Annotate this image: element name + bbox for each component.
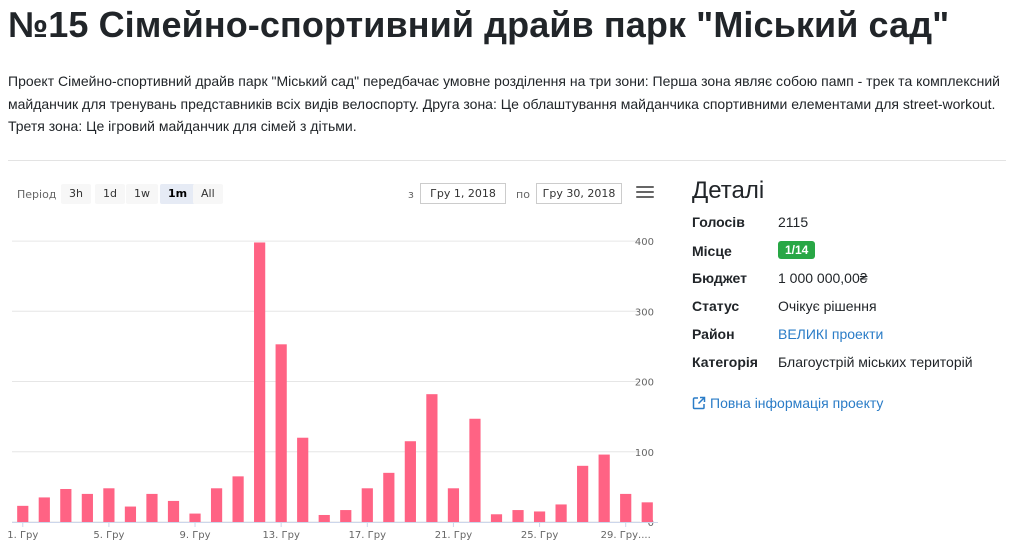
chart-bar (17, 505, 29, 522)
detail-label: Статус (692, 298, 740, 314)
chart-bar (512, 510, 524, 522)
period-label: Період (17, 188, 57, 201)
chart-panel: Період 3h 1d 1w 1m All з Гру 1, 2018 по … (8, 176, 668, 549)
detail-label: Голосів (692, 214, 745, 230)
range-selector: Період 3h 1d 1w 1m All з Гру 1, 2018 по … (8, 176, 668, 210)
chart-bar (555, 504, 567, 522)
chart-bar (232, 476, 244, 522)
place-badge-wrap: 1/14 (778, 240, 816, 259)
details-heading: Деталі (692, 177, 765, 204)
x-tick-label: 21. Гру (435, 530, 473, 541)
full-info-link[interactable]: Повна інформація проекту (692, 395, 883, 411)
chart-bar (254, 242, 266, 522)
project-description: Проект Сімейно-спортивний драйв парк "Мі… (8, 73, 1000, 134)
y-tick-label: 200 (635, 378, 654, 389)
x-tick-label: 9. Гру (179, 530, 210, 541)
status-value: Очікує рішення (778, 298, 877, 314)
y-tick-label: 0 (648, 518, 654, 529)
range-button-1m[interactable]: 1m (160, 184, 196, 204)
divider (8, 160, 1006, 161)
range-button-all[interactable]: All (193, 184, 223, 204)
chart-bar (81, 493, 93, 522)
chart-bar (533, 511, 546, 522)
range-button-1d[interactable]: 1d (95, 184, 125, 204)
chart-bar (189, 513, 201, 522)
district-link[interactable]: ВЕЛИКІ проекти (778, 326, 884, 342)
from-date-input[interactable]: Гру 1, 2018 (420, 183, 506, 204)
from-label: з (408, 188, 414, 201)
votes-value: 2115 (778, 214, 809, 230)
x-tick-label: 25. Гру (521, 530, 559, 541)
chart-bar (318, 514, 330, 522)
chart-bar (598, 454, 610, 522)
external-link-icon (692, 396, 706, 410)
range-button-1w[interactable]: 1w (126, 184, 158, 204)
x-tick-label: 29. Гру.... (601, 530, 651, 541)
full-info-label: Повна інформація проекту (710, 395, 884, 411)
chart-bar (383, 472, 395, 522)
chart-bar (167, 500, 180, 522)
detail-label: Район (692, 326, 735, 342)
chart-bar (404, 441, 416, 522)
y-tick-label: 400 (635, 237, 654, 248)
chart-bar (297, 437, 309, 522)
place-badge: 1/14 (778, 241, 816, 259)
chart-bar (361, 488, 373, 522)
x-tick-label: 1. Гру (8, 530, 38, 541)
chart-bar (490, 514, 503, 522)
chart-bar (426, 394, 438, 522)
chart-bar (577, 465, 589, 522)
x-tick-label: 13. Гру (262, 530, 300, 541)
votes-bar-chart: 0 100 200 300 400 1. Гру 5. Гру 9. Гру 13. Гру 17… (8, 237, 658, 541)
chart-bar (641, 502, 653, 522)
detail-label: Місце (692, 243, 732, 259)
x-tick-label: 5. Гру (93, 530, 124, 541)
range-button-3h[interactable]: 3h (61, 184, 91, 204)
chart-bar (447, 488, 460, 522)
chart-bar (275, 344, 287, 522)
chart-bar (124, 506, 137, 522)
chart-bar (340, 510, 352, 522)
details-panel: Деталі Голосів 2115 Місце 1/14 Бюджет 1 … (692, 176, 1012, 411)
chart-bar (103, 488, 115, 522)
chart-bar (620, 493, 632, 522)
category-value: Благоустрій міських територій (778, 354, 973, 370)
hamburger-menu-icon[interactable] (636, 186, 654, 202)
chart-bar (38, 497, 50, 522)
budget-value: 1 000 000,00₴ (778, 270, 868, 286)
chart-bar (60, 488, 72, 522)
y-tick-label: 300 (635, 307, 654, 318)
x-tick-label: 17. Гру (349, 530, 387, 541)
page-title: №15 Сімейно-спортивний драйв парк "Міськ… (8, 4, 950, 45)
to-date-input[interactable]: Гру 30, 2018 (536, 183, 622, 204)
chart-bar (146, 493, 158, 522)
y-tick-label: 100 (635, 448, 654, 459)
chart-bar (210, 488, 223, 522)
detail-label: Бюджет (692, 270, 747, 286)
detail-label: Категорія (692, 354, 758, 370)
chart-bar (469, 418, 481, 522)
to-label: по (516, 188, 530, 201)
